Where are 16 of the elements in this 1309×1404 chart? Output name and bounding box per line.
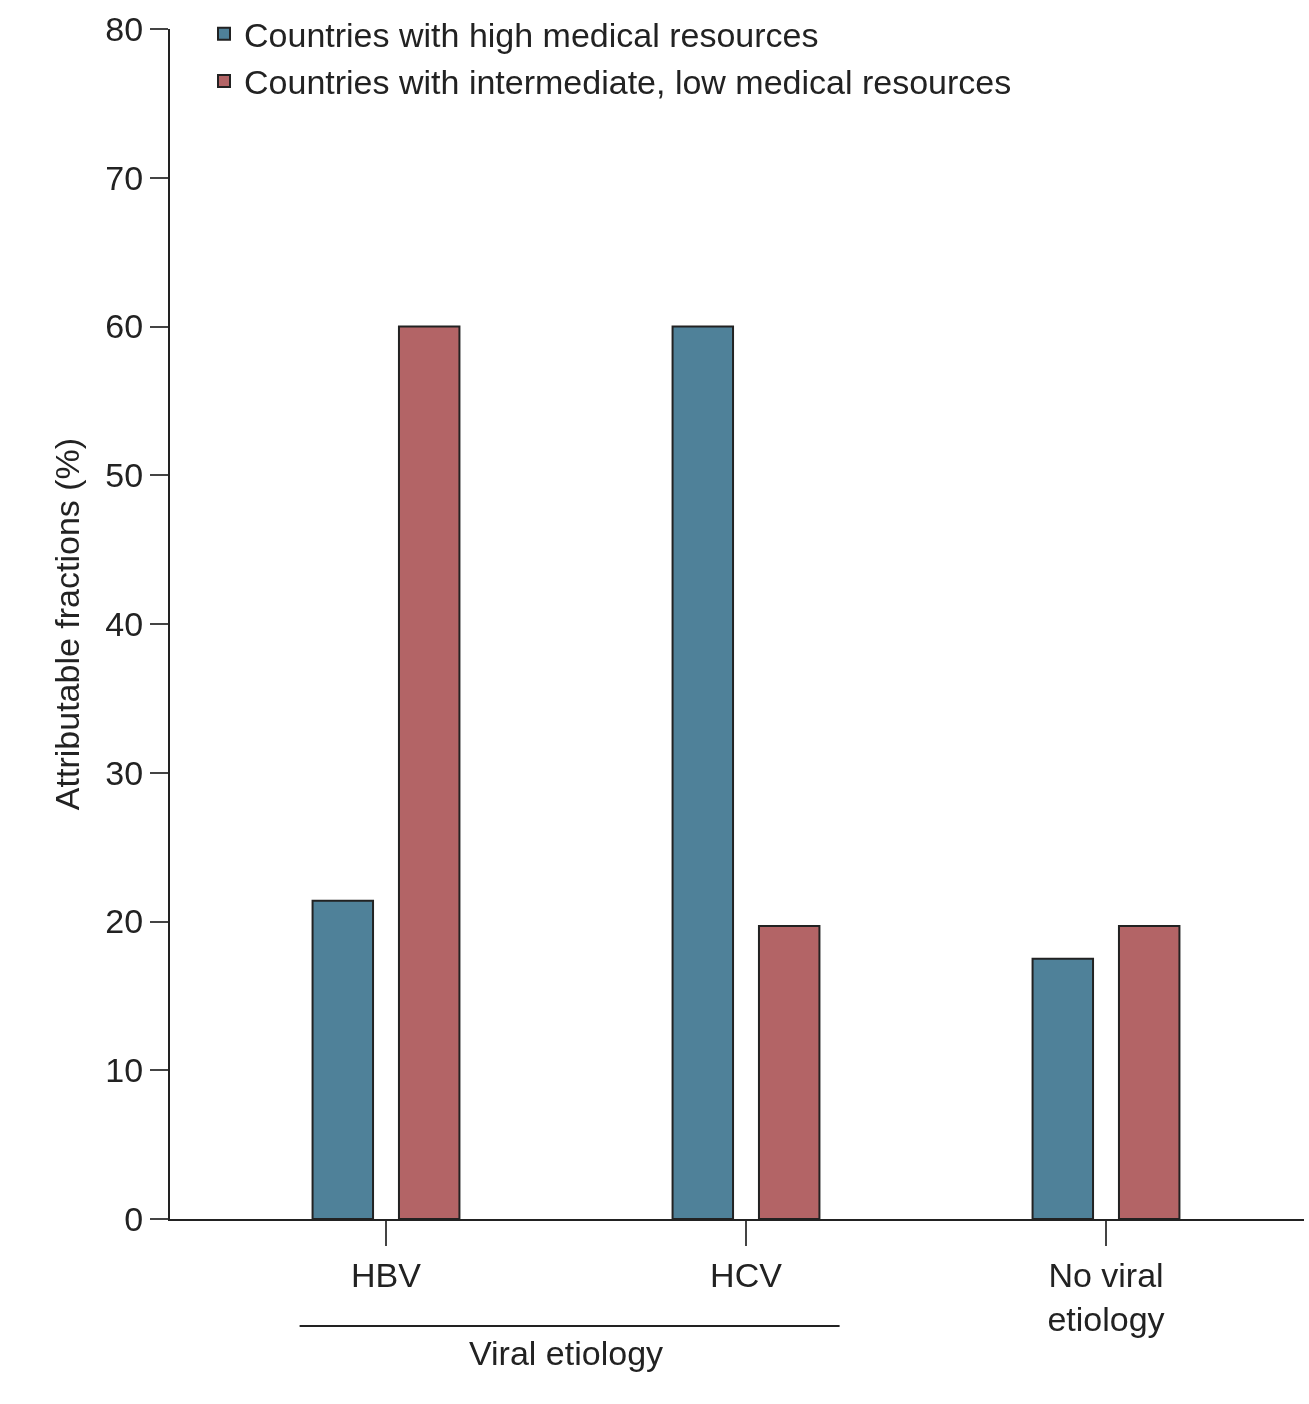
legend-label: Countries with high medical resources [244,16,819,55]
y-tick-label: 50 [105,456,144,495]
y-tick-label: 80 [105,9,144,48]
x-tick-label: No viral etiology [1047,1255,1165,1338]
y-tick-label: 60 [105,307,144,346]
x-tick-label: HBV [351,1255,422,1294]
text: Viral etiology [469,1334,664,1372]
y-tick-label: 0 [124,1199,144,1238]
y-tick-label: 20 [105,902,144,941]
x-tick-label: HCV [710,1255,783,1294]
y-tick-label: 40 [105,604,144,643]
y-tick-label: 70 [105,158,144,197]
legend-label: Countries with intermediate, low medical resources [244,63,1012,102]
y-axis-title: Attributable fractions (%) [48,437,87,811]
y-tick-label: 30 [105,753,144,792]
y-tick-label: 10 [105,1051,144,1090]
